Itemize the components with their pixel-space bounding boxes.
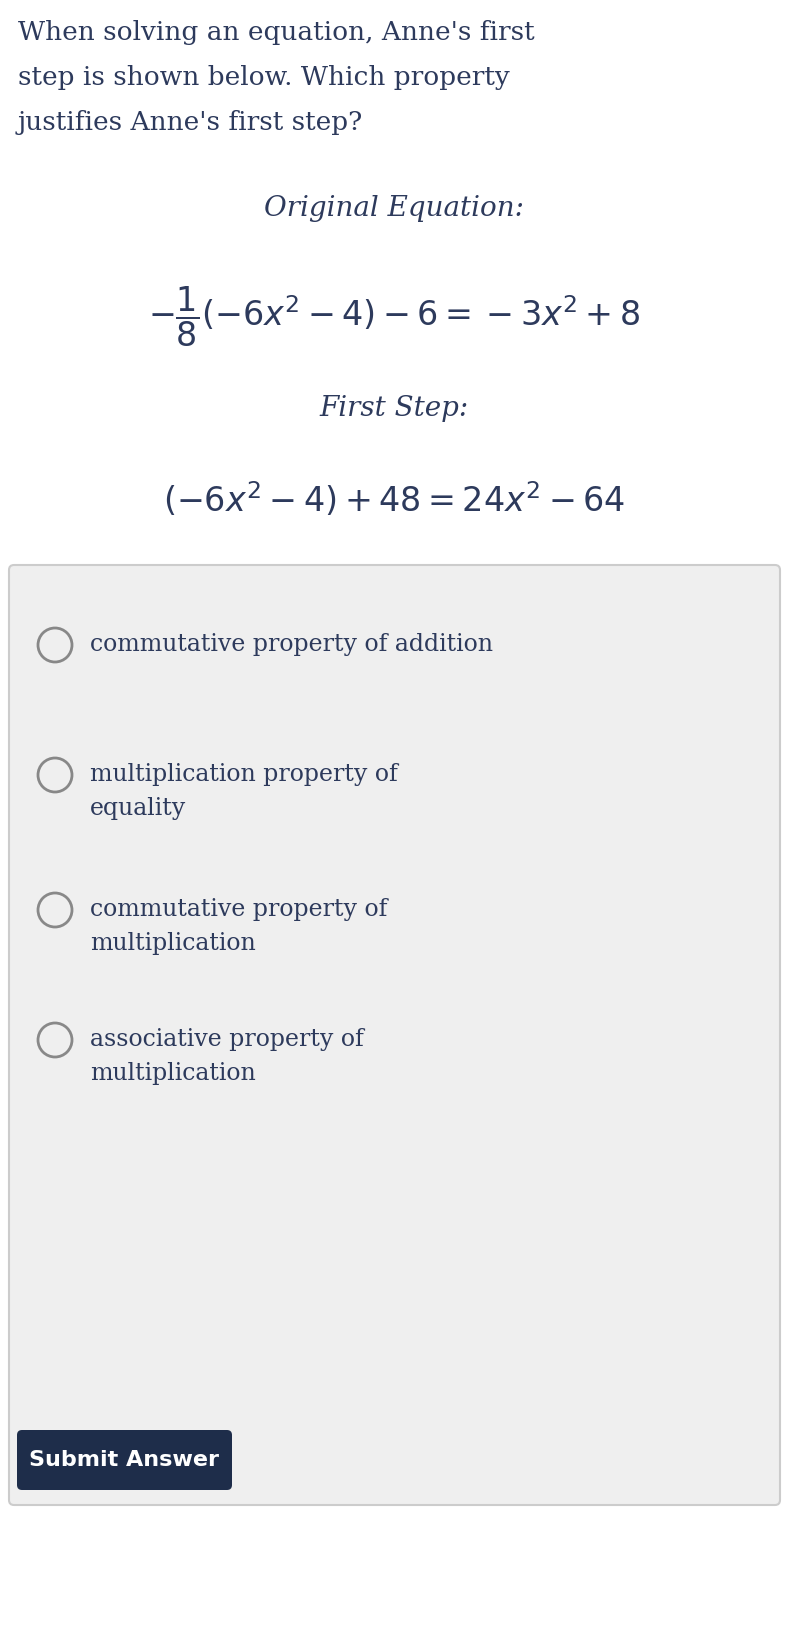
- Text: commutative property of
multiplication: commutative property of multiplication: [90, 898, 387, 955]
- Text: associative property of
multiplication: associative property of multiplication: [90, 1029, 364, 1086]
- Text: Original Equation:: Original Equation:: [264, 196, 524, 222]
- Text: multiplication property of
equality: multiplication property of equality: [90, 763, 398, 820]
- FancyBboxPatch shape: [17, 1430, 232, 1490]
- Text: $(-6x^2 - 4) + 48 = 24x^2 - 64$: $(-6x^2 - 4) + 48 = 24x^2 - 64$: [163, 479, 625, 518]
- Text: First Step:: First Step:: [320, 394, 469, 422]
- Text: commutative property of addition: commutative property of addition: [90, 632, 493, 655]
- Text: justifies Anne's first step?: justifies Anne's first step?: [18, 109, 363, 135]
- Text: $-\dfrac{1}{8}(-6x^2 - 4) - 6 = -3x^2 + 8$: $-\dfrac{1}{8}(-6x^2 - 4) - 6 = -3x^2 + …: [148, 285, 640, 349]
- FancyBboxPatch shape: [9, 566, 780, 1504]
- Text: When solving an equation, Anne's first: When solving an equation, Anne's first: [18, 20, 535, 46]
- Text: Submit Answer: Submit Answer: [29, 1451, 219, 1470]
- Text: step is shown below. Which property: step is shown below. Which property: [18, 65, 510, 90]
